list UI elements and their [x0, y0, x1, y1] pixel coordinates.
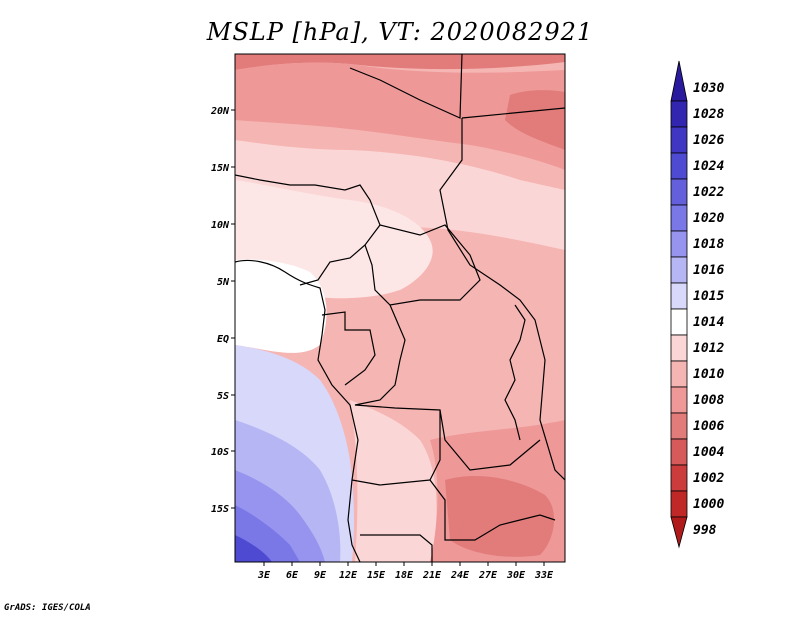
colorbar-label-1030: 1030	[693, 81, 724, 96]
field-1008-north	[235, 62, 565, 170]
lon-label-3e: 3E	[257, 570, 271, 581]
lon-label-21e: 21E	[422, 570, 442, 581]
lat-label-5s: 5S	[217, 391, 229, 402]
lat-label-15n: 15N	[211, 163, 230, 174]
map-frame	[234, 53, 566, 563]
colorbar-segment-1010	[670, 360, 688, 388]
field-1012-angola	[350, 400, 437, 562]
colorbar-label-1000: 1000	[693, 497, 724, 512]
colorbar-segment-1018	[670, 230, 688, 258]
lat-labels: 20N 15N 10N 5N EQ 5S 10S 15S	[210, 106, 230, 515]
colorbar-segment-1026	[670, 126, 688, 154]
field-1006-north	[235, 54, 565, 70]
sahel-borders	[235, 174, 381, 286]
lon-label-33e: 33E	[534, 570, 554, 581]
colorbar-label-1026: 1026	[693, 133, 724, 148]
lat-label-10s: 10S	[211, 447, 229, 458]
field-1006-south	[445, 475, 555, 557]
lon-label-6e: 6E	[286, 570, 299, 581]
colorbar-label-1015: 1015	[693, 289, 724, 304]
pressure-field	[235, 54, 565, 562]
colorbar-label-1006: 1006	[693, 419, 724, 434]
lon-label-15e: 15E	[367, 570, 386, 581]
colorbar-segment-1004	[670, 438, 688, 466]
lon-label-18e: 18E	[395, 570, 414, 581]
colorbar-segment-1022	[670, 178, 688, 206]
lat-label-10n: 10N	[211, 220, 230, 231]
lat-label-20n: 20N	[210, 106, 230, 117]
lon-label-24e: 24E	[450, 570, 470, 581]
field-1024	[235, 535, 272, 562]
lat-ticks	[231, 109, 235, 509]
colorbar-segment-1000	[670, 490, 688, 518]
colorbar-label-998: 998	[693, 523, 717, 538]
colorbar-label-1012: 1012	[693, 341, 724, 356]
colorbar-segment-1002	[670, 464, 688, 492]
colorbar-segment-1012	[670, 334, 688, 362]
colorbar-label-1004: 1004	[693, 445, 724, 460]
colorbar-segment-1024	[670, 152, 688, 180]
west-coastline	[235, 259, 361, 562]
field-1012-band	[235, 140, 565, 250]
zambia-border	[429, 410, 556, 541]
colorbar-label-1028: 1028	[693, 107, 724, 122]
colorbar-segment-1028	[670, 100, 688, 128]
great-lakes	[504, 304, 526, 441]
lon-label-30e: 30E	[506, 570, 526, 581]
congo-border	[321, 311, 376, 386]
lon-label-9e: 9E	[314, 570, 327, 581]
lat-label-5n: 5N	[217, 277, 230, 288]
colorbar-segment-1030	[670, 60, 688, 102]
colorbar-label-1016: 1016	[693, 263, 724, 278]
lon-label-12e: 12E	[339, 570, 358, 581]
colorbar-label-1008: 1008	[693, 393, 724, 408]
country-borders	[235, 54, 565, 562]
colorbar-segment-1014	[670, 308, 688, 336]
lon-labels: 3E 6E 9E 12E 15E 18E 21E 24E 27E 30E 33E	[257, 570, 554, 581]
colorbar-segment-1008	[670, 386, 688, 414]
colorbar-label-1024: 1024	[693, 159, 724, 174]
southern-borders	[351, 479, 433, 562]
colorbar-label-1018: 1018	[693, 237, 724, 252]
lat-label-15s: 15S	[211, 504, 229, 515]
colorbar-segment-1016	[670, 256, 688, 284]
north-east-borders	[349, 54, 565, 481]
lon-label-27e: 27E	[478, 570, 498, 581]
colorbar: 1030 1028 1026 1024 1022 1020 1018 1016 1015 1014…	[670, 60, 724, 549]
map-title: MSLP [hPa], VT: 2020082921	[206, 18, 594, 46]
car-border	[364, 224, 481, 306]
lat-label-eq: EQ	[217, 334, 229, 345]
colorbar-segment-998	[670, 516, 688, 549]
colorbar-label-1010: 1010	[693, 367, 724, 382]
colorbar-label-1002: 1002	[693, 471, 724, 486]
colorbar-label-1014: 1014	[693, 315, 724, 330]
field-1006-ne	[505, 90, 565, 150]
colorbar-label-1022: 1022	[693, 185, 724, 200]
colorbar-label-1020: 1020	[693, 211, 724, 226]
lon-ticks	[263, 562, 545, 566]
drc-border	[354, 304, 541, 471]
grads-credit: GrADS: IGES/COLA	[4, 603, 91, 613]
colorbar-segment-1020	[670, 204, 688, 232]
colorbar-segment-1006	[670, 412, 688, 440]
colorbar-segment-1015	[670, 282, 688, 310]
